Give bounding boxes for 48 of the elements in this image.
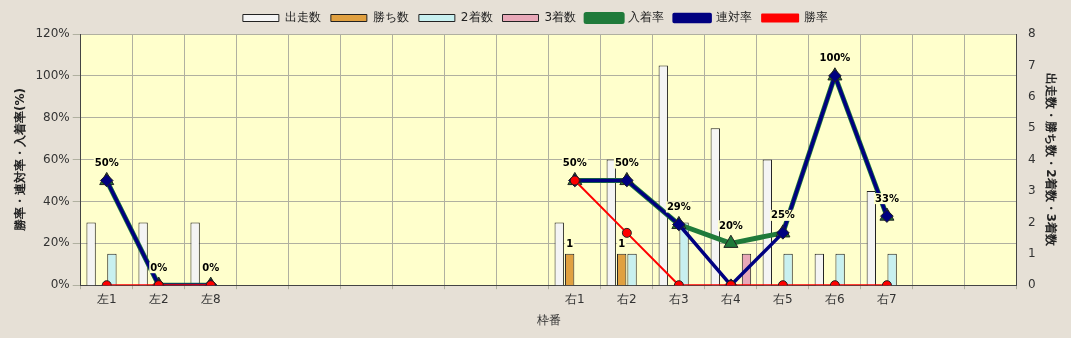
- y2-tick-label: 1: [1027, 245, 1036, 260]
- data-label: 0%: [202, 261, 220, 273]
- y-tick-label: 120%: [35, 26, 70, 41]
- legend-label: 勝率: [804, 10, 829, 25]
- data-label: 25%: [770, 209, 795, 221]
- x-tick-label: 右3: [669, 291, 689, 306]
- y2-tick-label: 3: [1027, 183, 1036, 198]
- y2-tick-label: 4: [1027, 151, 1036, 166]
- y-tick-label: 20%: [43, 235, 70, 250]
- y-tick-label: 60%: [43, 151, 70, 166]
- y-tick-label: 0%: [50, 277, 70, 292]
- data-label: 1: [566, 238, 574, 250]
- x-tick-label: 左2: [148, 291, 169, 306]
- legend-label: 連対率: [716, 10, 753, 25]
- data-label: 100%: [819, 52, 851, 64]
- y2-tick-label: 8: [1027, 26, 1036, 41]
- data-label: 0%: [150, 261, 168, 273]
- data-label: 50%: [614, 157, 639, 169]
- data-label: 1: [618, 238, 626, 250]
- data-label: 50%: [94, 157, 119, 169]
- y-tick-label: 80%: [43, 109, 70, 124]
- y-axis-title: 勝率・連対率・入着率(%): [13, 88, 28, 233]
- legend-label: 2着数: [460, 10, 493, 25]
- data-label: 20%: [718, 219, 743, 231]
- x-tick-label: 右2: [617, 291, 637, 306]
- data-label: 50%: [562, 157, 587, 169]
- y2-axis-title: 出走数・勝ち数・2着数・3着数: [1043, 73, 1058, 247]
- x-tick-label: 右5: [773, 291, 793, 306]
- x-tick-label: 右6: [825, 291, 845, 306]
- y2-tick-label: 6: [1027, 88, 1036, 103]
- y2-tick-label: 5: [1027, 120, 1036, 135]
- y2-tick-label: 0: [1027, 277, 1036, 292]
- y2-tick-label: 2: [1027, 214, 1036, 229]
- legend-label: 入着率: [628, 10, 665, 25]
- y-tick-label: 40%: [43, 193, 70, 208]
- x-tick-label: 左1: [96, 291, 117, 306]
- x-tick-label: 右4: [721, 291, 741, 306]
- legend-label: 出走数: [284, 10, 321, 25]
- x-tick-label: 左8: [200, 291, 221, 306]
- y2-tick-label: 7: [1027, 57, 1036, 72]
- x-tick-label: 右7: [877, 291, 897, 306]
- x-tick-label: 右1: [565, 291, 585, 306]
- legend-label: 3着数: [544, 10, 577, 25]
- data-label: 29%: [666, 201, 691, 213]
- x-axis-title: 枠番: [535, 312, 561, 327]
- legend-label: 勝ち数: [372, 10, 409, 25]
- y-tick-label: 100%: [35, 67, 70, 82]
- data-label: 33%: [874, 192, 899, 204]
